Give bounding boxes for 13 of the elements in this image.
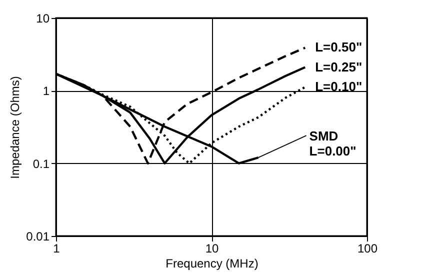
series-label: L=0.50": [315, 40, 362, 55]
x-axis-title: Frequency (MHz): [166, 256, 258, 270]
y-tick-label: 0.01: [26, 230, 50, 244]
series-label: L=0.10": [315, 79, 362, 94]
y-tick-label: 0.1: [32, 156, 50, 171]
annotation: SMD L=0.00": [309, 128, 356, 159]
x-tick-label: 1: [53, 242, 60, 256]
series-label: L=0.25": [315, 59, 362, 74]
x-tick-label: 100: [357, 242, 378, 256]
y-tick-label: 1: [42, 84, 50, 98]
x-tick-label: 10: [205, 242, 219, 256]
y-axis-title: Impedance (Ohms): [8, 76, 22, 179]
y-tick-label: 10: [36, 12, 50, 26]
